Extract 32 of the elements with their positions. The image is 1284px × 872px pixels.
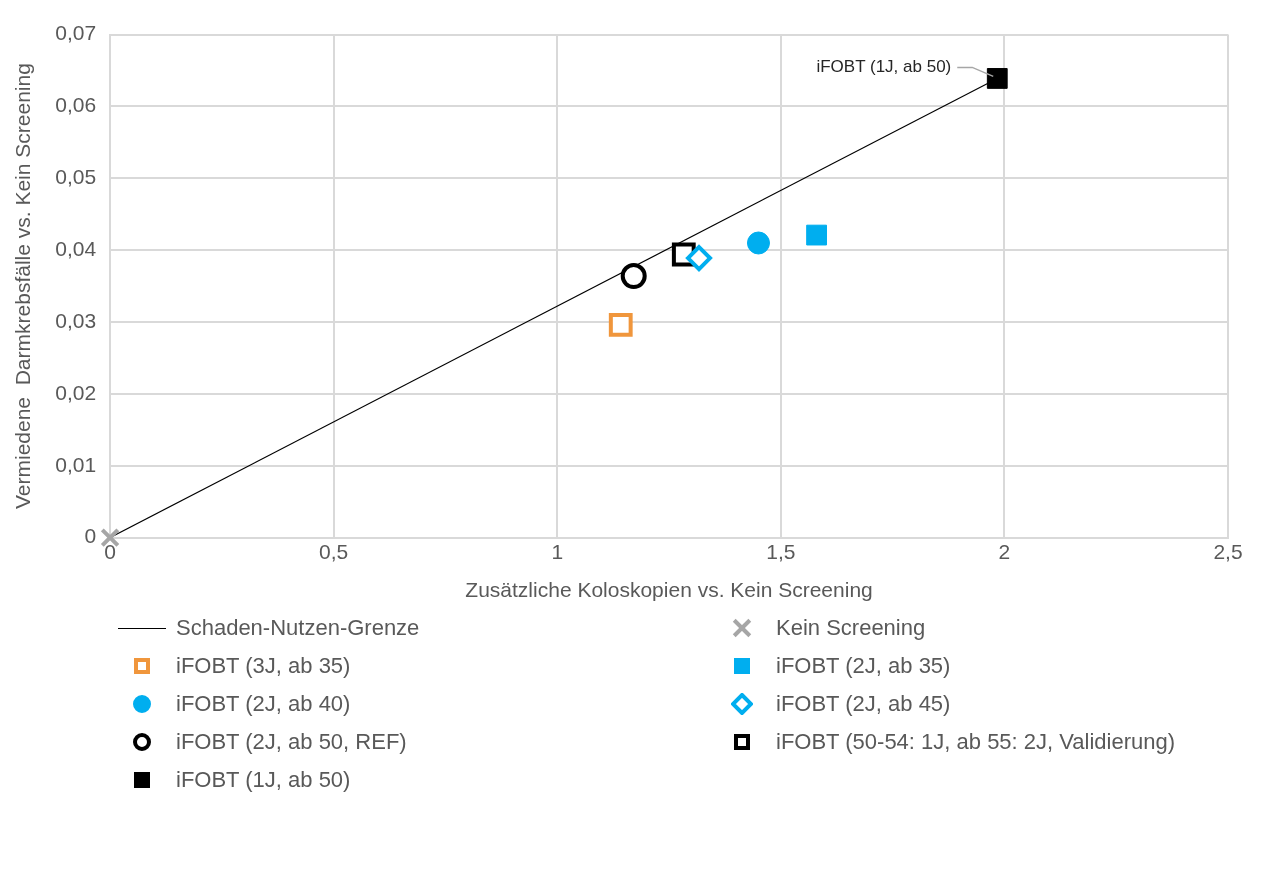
y-tick-label: 0,05 (55, 165, 97, 189)
point (686, 245, 712, 272)
x-axis-title: Zusätzliche Koloskopien vs. Kein Screening (465, 578, 873, 602)
annotation: iFOBT (1J, ab 50) (816, 57, 952, 77)
legend-label: iFOBT (2J, ab 50, REF) (176, 729, 407, 755)
legend-label: iFOBT (2J, ab 45) (776, 691, 951, 717)
legend-label: Kein Screening (776, 615, 926, 641)
y-tick-label: 0,04 (55, 236, 97, 260)
y-tick-label: 0,06 (55, 93, 97, 117)
x-tick-label: 2,5 (1213, 540, 1243, 563)
x-tick-label: 1,5 (766, 540, 796, 563)
y-tick-label: 0,01 (55, 452, 97, 476)
x-tick-label: 0 (104, 540, 116, 563)
legend-label: iFOBT (3J, ab 35) (176, 653, 351, 679)
point (608, 313, 633, 337)
legend-label: Schaden-Nutzen-Grenze (176, 615, 420, 641)
legend-label: iFOBT (50-54: 1J, ab 55: 2J, Validierung) (776, 729, 1176, 755)
y-tick-label: 0,03 (55, 308, 97, 332)
legend-label: iFOBT (2J, ab 35) (776, 653, 951, 679)
y-tick-label: 0,02 (55, 380, 97, 404)
point (620, 263, 647, 290)
y-axis-title: Vermiedene Darmkrebsfälle vs. Kein Screening (11, 63, 35, 510)
point (986, 68, 1008, 89)
x-tick-label: 2 (998, 540, 1011, 563)
legend-label: iFOBT (2J, ab 40) (176, 691, 351, 717)
x-tick-label: 0,5 (319, 540, 349, 563)
legend-label: iFOBT (1J, ab 50) (176, 767, 351, 793)
point (806, 224, 827, 246)
y-tick-label: 0 (84, 524, 97, 548)
point (746, 231, 770, 255)
x-tick-label: 1 (551, 540, 564, 563)
y-tick-label: 0,07 (55, 21, 97, 45)
